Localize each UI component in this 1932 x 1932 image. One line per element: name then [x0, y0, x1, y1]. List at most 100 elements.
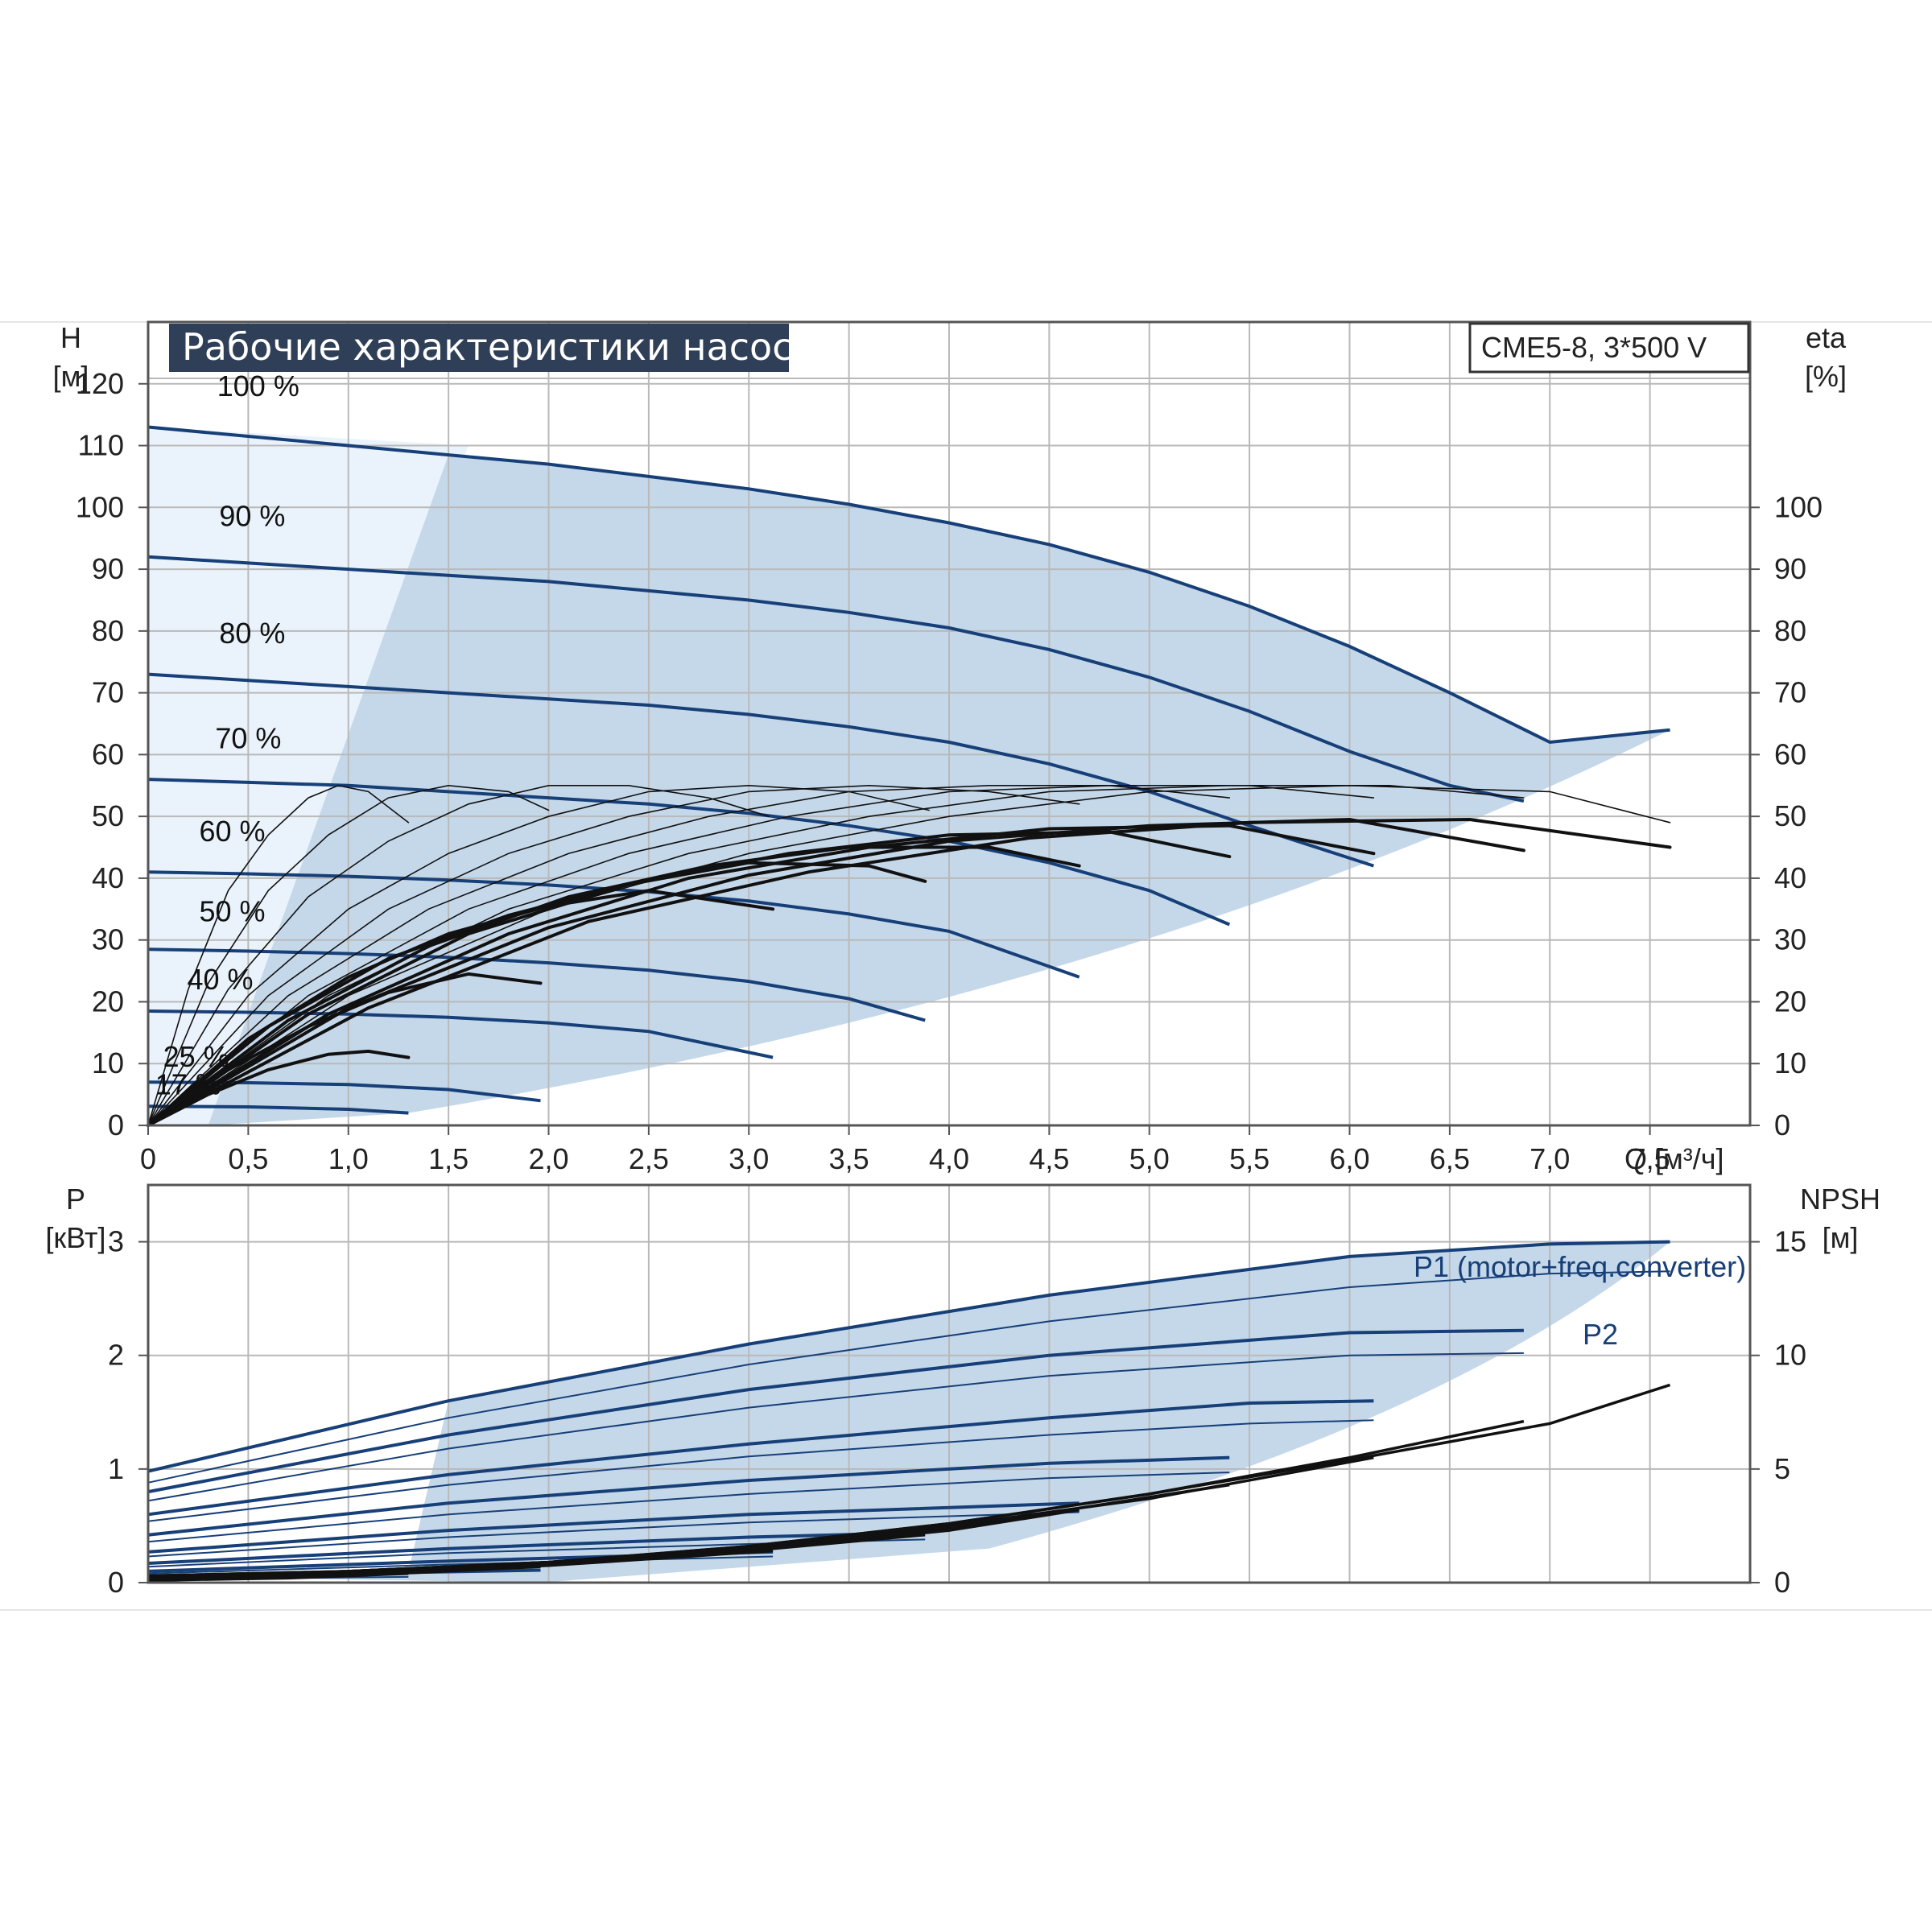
efficiency-y-tick-label: 0 — [1774, 1108, 1790, 1141]
power-curves — [147, 1240, 1670, 1580]
efficiency-y-tick-label: 70 — [1774, 676, 1806, 709]
power-curve-2 — [147, 1328, 1524, 1494]
flow-x-tick-label: 0 — [140, 1142, 156, 1175]
flow-x-tick-label: 1,5 — [428, 1142, 469, 1175]
efficiency-axis-unit: [%] — [1805, 360, 1847, 393]
npsh-curves — [147, 1383, 1671, 1582]
power-plot-frame — [147, 1183, 1752, 1584]
power-grid — [147, 1185, 1750, 1583]
head-y-tick-label: 50 — [92, 799, 124, 832]
power-axis-unit: [кВт] — [45, 1221, 105, 1254]
speed-label-80: 80 % — [219, 617, 285, 650]
power-axis-name: P — [66, 1183, 85, 1216]
head-y-tick-label: 60 — [92, 737, 124, 770]
chart-title: Рабочие характеристики насоса — [182, 325, 815, 369]
power-curve-8 — [147, 1501, 1080, 1554]
efficiency-axis-name: eta — [1806, 321, 1847, 354]
head-y-tick-label: 80 — [92, 614, 124, 647]
speed-label-100: 100 % — [217, 369, 299, 402]
head-curve-8 — [147, 1104, 409, 1115]
head-chart: 0 10 20 30 40 50 60 70 80 90 100 110 120 0 10 20 30 40 50 6… — [53, 320, 1847, 1175]
efficiency-curve-8 — [147, 784, 1671, 1126]
flow-x-tick-label: 3,0 — [729, 1142, 769, 1175]
flow-axis-title: Q [м³/ч] — [1624, 1142, 1724, 1175]
head-axis-unit: [м] — [53, 360, 89, 393]
efficiency-y-tick-label: 60 — [1774, 737, 1806, 770]
npsh-y-tick-label: 5 — [1774, 1452, 1790, 1485]
power-chart: 0 1 2 3 0 5 10 15 P [кВт] NPSH [м] P1 (motor+fr… — [45, 1183, 1880, 1599]
efficiency-curve-1 — [147, 784, 550, 1126]
p2-series-label: P2 — [1583, 1318, 1618, 1351]
efficiency-y-tick-label: 100 — [1774, 490, 1823, 523]
flow-x-tick-label: 2,5 — [629, 1142, 669, 1175]
head-curve-0 — [147, 425, 1670, 745]
efficiency-y-tick-label: 90 — [1774, 552, 1806, 585]
power-y-tick-label: 2 — [108, 1339, 124, 1372]
efficiency-y-tick-label: 20 — [1774, 985, 1806, 1018]
power-curve-6 — [147, 1455, 1230, 1537]
efficiency-curve-4 — [147, 784, 1080, 1126]
flow-x-tick-label: 2,0 — [528, 1142, 568, 1175]
flow-x-tick-label: 6,0 — [1329, 1142, 1369, 1175]
npsh-y-tick-label: 0 — [1774, 1566, 1790, 1599]
efficiency-curve-3 — [147, 784, 930, 1126]
speed-label-70: 70 % — [215, 722, 281, 755]
model-box — [1468, 322, 1750, 374]
power-axes: 0 1 2 3 0 5 10 15 — [108, 1225, 1806, 1599]
head-y-tick-label: 0 — [108, 1108, 124, 1141]
efficiency-curve-2 — [147, 785, 770, 1126]
chart-title-box — [169, 324, 789, 372]
flow-x-tick-label: 6,5 — [1430, 1142, 1470, 1175]
efficiency-curve-17 — [147, 817, 1672, 1127]
p1-series-label: P1 (motor+freq.converter) — [1414, 1250, 1746, 1283]
head-y-tick-label: 110 — [78, 429, 124, 462]
power-curve-5 — [147, 1419, 1374, 1522]
flow-x-tick-label: 0,5 — [228, 1142, 268, 1175]
power-curve-4 — [147, 1399, 1374, 1517]
speed-label-40: 40 % — [188, 963, 254, 996]
speed-label-60: 60 % — [199, 815, 265, 848]
head-y-tick-label: 70 — [92, 676, 124, 709]
flow-x-tick-label: 5,0 — [1129, 1142, 1170, 1175]
flow-x-tick-label: 7,5 — [1630, 1142, 1670, 1175]
power-y-tick-label: 1 — [108, 1452, 124, 1485]
npsh-axis-name: NPSH — [1800, 1183, 1880, 1216]
head-envelope-area — [148, 427, 1670, 1125]
efficiency-y-tick-label: 50 — [1774, 799, 1806, 832]
speed-label-17: 17 % — [155, 1068, 221, 1101]
head-curve-labels: 100 % 90 % 80 % 70 % 60 % 50 % 40 % 25 %17 % — [155, 369, 299, 1100]
flow-x-tick-label: 4,0 — [929, 1142, 969, 1175]
power-curve-0 — [147, 1240, 1670, 1473]
flow-x-tick-label: 7,0 — [1530, 1142, 1570, 1175]
head-curve-3 — [147, 778, 1231, 927]
speed-label-25: 25 % — [163, 1040, 229, 1073]
efficiency-curve-6 — [147, 785, 1375, 1126]
head-axis-name: H — [60, 321, 81, 354]
model-label: CME5-8, 3*500 V — [1481, 331, 1707, 364]
power-envelope-area — [188, 1241, 1670, 1583]
efficiency-curve-0 — [147, 784, 410, 1126]
head-y-tick-label: 20 — [92, 985, 124, 1018]
power-curve-3 — [147, 1352, 1524, 1502]
head-curve-5 — [147, 947, 926, 1022]
head-curve-4 — [147, 870, 1080, 979]
flow-x-tick-label: 3,5 — [829, 1142, 869, 1175]
head-y-tick-label: 40 — [92, 861, 124, 894]
power-y-tick-label: 0 — [108, 1566, 124, 1599]
head-y-tick-label: 30 — [92, 923, 124, 956]
power-curve-9 — [147, 1511, 1080, 1558]
head-curve-6 — [147, 1009, 774, 1059]
operating-envelope-area — [208, 455, 1670, 1125]
head-y-tick-label: 90 — [92, 552, 124, 585]
head-y-tick-label: 10 — [92, 1046, 124, 1080]
speed-label-50: 50 % — [199, 895, 265, 928]
efficiency-curves — [147, 784, 1672, 1127]
power-y-tick-label: 3 — [108, 1225, 124, 1258]
efficiency-y-tick-label: 80 — [1774, 614, 1806, 647]
npsh-y-tick-label: 10 — [1774, 1339, 1806, 1372]
efficiency-y-tick-label: 40 — [1774, 861, 1806, 894]
head-y-tick-label: 120 — [76, 367, 124, 400]
power-operating-area — [188, 1241, 1670, 1583]
speed-label-90: 90 % — [219, 499, 285, 532]
